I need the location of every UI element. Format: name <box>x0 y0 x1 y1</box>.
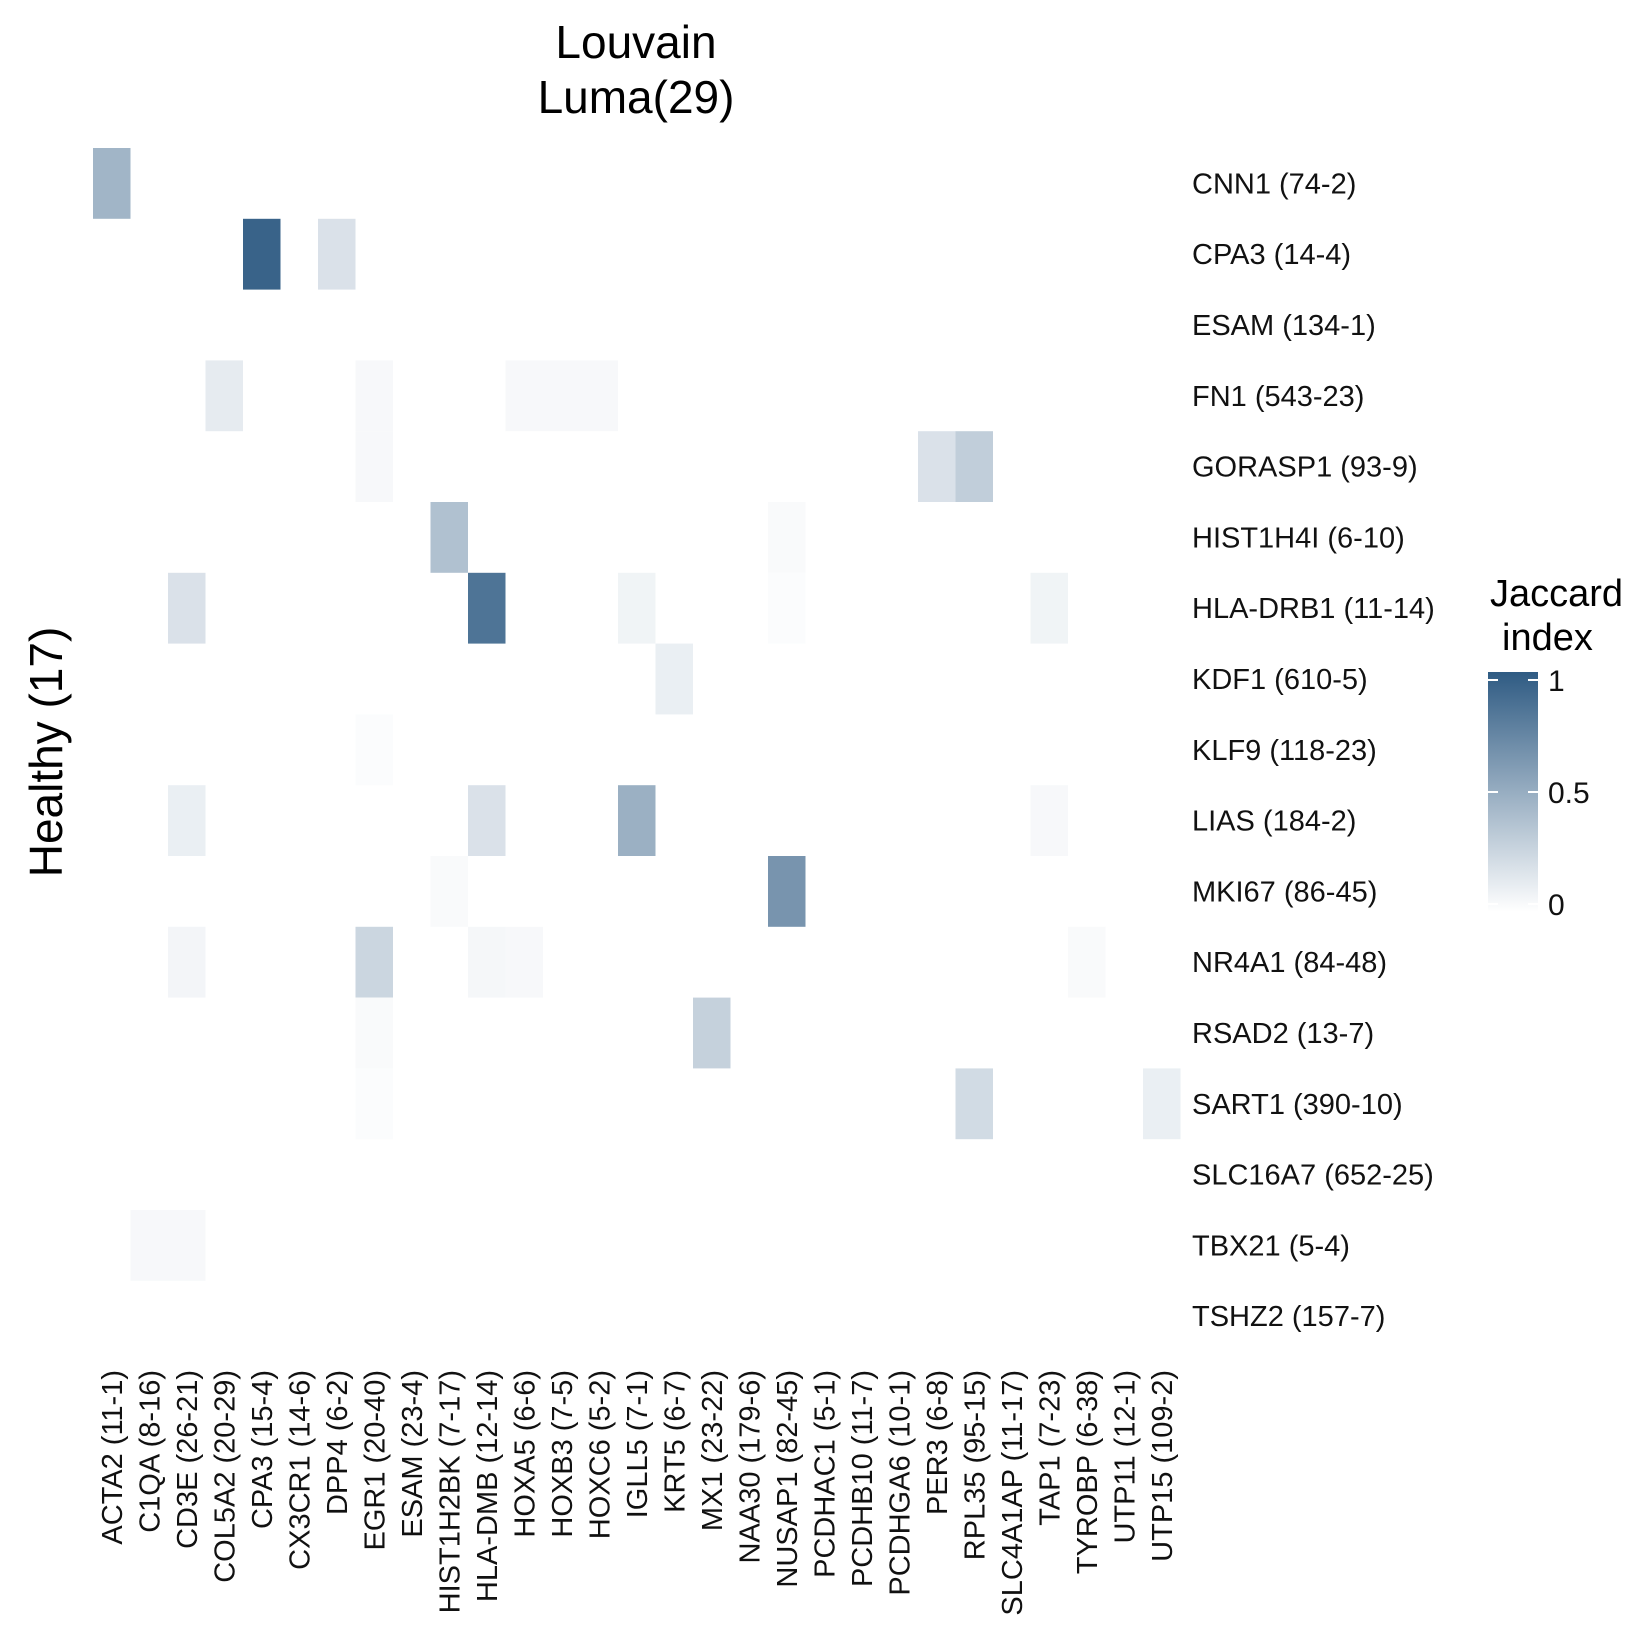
heatmap-cell <box>955 431 993 502</box>
column-label: CD3E (26-21) <box>172 1370 204 1549</box>
row-label: MKI67 (86-45) <box>1192 876 1377 908</box>
column-label: RPL35 (95-15) <box>959 1370 991 1560</box>
heatmap-cell <box>543 360 581 432</box>
heatmap-cell <box>505 360 543 432</box>
heatmap-cell <box>768 502 806 573</box>
title-line-2: Luma(29) <box>538 71 735 123</box>
heatmap-cell <box>468 572 506 644</box>
row-label: SLC16A7 (652-25) <box>1192 1160 1434 1192</box>
row-label: CNN1 (74-2) <box>1192 168 1356 200</box>
column-label: SLC4A1AP (11-17) <box>997 1370 1029 1616</box>
column-label: HOXC6 (5-2) <box>584 1370 616 1539</box>
row-label: KDF1 (610-5) <box>1192 664 1368 696</box>
row-label: ESAM (134-1) <box>1192 310 1376 342</box>
heatmap-cell <box>205 360 243 432</box>
row-label: TBX21 (5-4) <box>1192 1230 1350 1262</box>
column-label: HOXB3 (7-5) <box>547 1370 579 1538</box>
column-label: UTP11 (12-1) <box>1109 1370 1141 1544</box>
column-label: KRT5 (6-7) <box>659 1370 691 1513</box>
heatmap-cell <box>355 926 393 998</box>
heatmap-cell <box>168 926 206 998</box>
heatmap-cell <box>768 856 806 927</box>
y-axis-label: Healthy (17) <box>20 627 72 878</box>
column-label: HOXA5 (6-6) <box>509 1370 541 1538</box>
column-label: NUSAP1 (82-45) <box>772 1370 804 1588</box>
column-label: TYROBP (6-38) <box>1072 1370 1104 1574</box>
title-line-1: Louvain <box>555 16 716 68</box>
column-label: PER3 (6-8) <box>922 1370 954 1515</box>
heatmap-cell <box>1030 785 1068 856</box>
column-label: NAA30 (179-6) <box>734 1370 766 1563</box>
heatmap-cell <box>355 997 393 1069</box>
heatmap-cell <box>618 572 656 644</box>
column-label: HLA-DMB (12-14) <box>472 1370 504 1602</box>
column-label: EGR1 (20-40) <box>359 1370 391 1551</box>
heatmap-cell <box>768 572 806 644</box>
heatmap-cell <box>955 1068 993 1140</box>
legend-title-line-2: index <box>1502 617 1593 659</box>
legend: Jaccard index 10.50 <box>1488 573 1623 922</box>
heatmap-cell <box>580 360 618 432</box>
row-label: HLA-DRB1 (11-14) <box>1192 593 1435 625</box>
column-label: IGLL5 (7-1) <box>622 1370 654 1518</box>
heatmap-cell <box>1143 1068 1181 1140</box>
heatmap-cell <box>918 431 956 502</box>
heatmap-cell <box>355 360 393 432</box>
column-label: COL5A2 (20-29) <box>209 1370 241 1583</box>
heatmap-cell <box>355 1068 393 1140</box>
heatmap-cell <box>505 926 543 998</box>
legend-tick-label: 0.5 <box>1548 777 1590 810</box>
row-label: NR4A1 (84-48) <box>1192 947 1387 979</box>
column-label: C1QA (8-16) <box>134 1370 166 1533</box>
heatmap-cell <box>168 572 206 644</box>
row-label: SART1 (390-10) <box>1192 1089 1403 1121</box>
row-label: FN1 (543-23) <box>1192 381 1364 413</box>
heatmap-cell <box>468 785 506 856</box>
heatmap-cell <box>693 997 731 1069</box>
legend-title-line-1: Jaccard <box>1490 573 1623 615</box>
column-label: PCDHB10 (11-7) <box>847 1370 879 1587</box>
row-label: KLF9 (118-23) <box>1192 735 1377 767</box>
row-label: HIST1H4I (6-10) <box>1192 522 1405 554</box>
heatmap-cell <box>318 218 356 290</box>
column-label: CPA3 (15-4) <box>247 1370 279 1529</box>
row-label: GORASP1 (93-9) <box>1192 452 1418 484</box>
heatmap-cell <box>1030 572 1068 644</box>
heatmap-cell <box>355 714 393 786</box>
column-label: MX1 (23-22) <box>697 1370 729 1531</box>
row-label: LIAS (184-2) <box>1192 806 1356 838</box>
heatmap-cell <box>430 502 468 573</box>
heatmap-cells <box>93 148 1181 1281</box>
row-label: CPA3 (14-4) <box>1192 239 1351 271</box>
legend-ticks: 10.50 <box>1488 665 1590 922</box>
heatmap-cell <box>1068 926 1106 998</box>
heatmap-cell <box>243 218 281 290</box>
row-labels: CNN1 (74-2) CPA3 (14-4) ESAM (134-1) FN1 (5… <box>1192 168 1435 1333</box>
heatmap-cell <box>468 926 506 998</box>
heatmap-cell <box>655 643 693 715</box>
column-label: DPP4 (6-2) <box>322 1370 354 1515</box>
column-label: PCDHGA6 (10-1) <box>884 1370 916 1596</box>
column-label: HIST1H2BK (7-17) <box>434 1370 466 1613</box>
column-labels: ACTA2 (11-1) C1QA (8-16) CD3E (26-21) COL5A… <box>97 1370 1179 1616</box>
column-label: ACTA2 (11-1) <box>97 1370 129 1545</box>
column-label: TAP1 (7-23) <box>1034 1370 1066 1526</box>
column-label: UTP15 (109-2) <box>1147 1370 1179 1562</box>
heatmap-cell <box>168 1210 206 1281</box>
chart-title: Louvain Luma(29) <box>538 16 735 123</box>
legend-tick-label: 0 <box>1548 889 1565 922</box>
row-label: TSHZ2 (157-7) <box>1192 1301 1385 1333</box>
column-label: PCDHAC1 (5-1) <box>809 1370 841 1578</box>
heatmap-cell <box>430 856 468 927</box>
legend-tick-label: 1 <box>1548 665 1565 698</box>
heatmap-cell <box>93 148 131 219</box>
heatmap-cell <box>618 785 656 856</box>
row-label: RSAD2 (13-7) <box>1192 1018 1374 1050</box>
heatmap-cell <box>355 431 393 502</box>
heatmap-cell <box>130 1210 168 1281</box>
column-label: ESAM (23-4) <box>397 1370 429 1538</box>
column-label: CX3CR1 (14-6) <box>284 1370 316 1570</box>
heatmap-cell <box>168 785 206 856</box>
